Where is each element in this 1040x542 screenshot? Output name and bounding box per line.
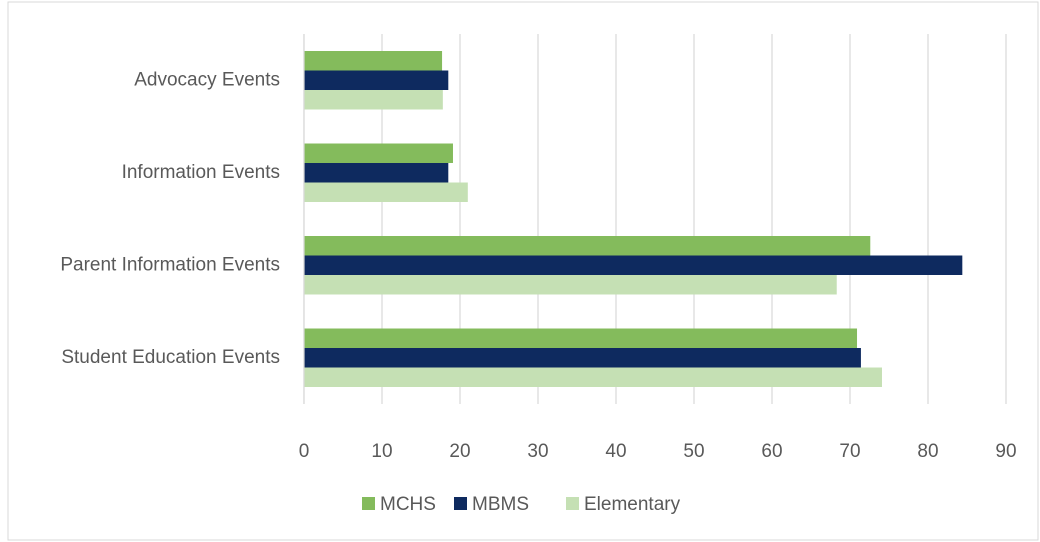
bar [304, 275, 837, 295]
legend-label: MCHS [380, 494, 436, 515]
bar [304, 51, 443, 71]
bar [304, 143, 453, 163]
bar [304, 70, 449, 90]
bar [304, 163, 449, 183]
bar [304, 90, 443, 110]
x-tick-label: 30 [527, 441, 548, 462]
x-tick-label: 50 [683, 441, 704, 462]
bar [304, 182, 468, 202]
x-tick-label: 40 [605, 441, 626, 462]
legend-swatch [454, 497, 467, 510]
bar [304, 328, 858, 348]
bar [304, 367, 882, 387]
x-tick-label: 60 [761, 441, 782, 462]
x-tick-label: 90 [995, 441, 1016, 462]
x-tick-label: 10 [371, 441, 392, 462]
y-tick-label: Advocacy Events [134, 69, 280, 90]
bar [304, 236, 871, 256]
x-tick-label: 0 [299, 441, 310, 462]
x-tick-label: 80 [917, 441, 938, 462]
y-tick-label: Student Education Events [61, 347, 280, 368]
legend-label: Elementary [584, 494, 681, 515]
legend-swatch [362, 497, 375, 510]
y-tick-label: Information Events [122, 162, 280, 183]
x-tick-label: 70 [839, 441, 860, 462]
legend-swatch [566, 497, 579, 510]
bar [304, 348, 861, 368]
x-tick-label: 20 [449, 441, 470, 462]
y-tick-label: Parent Information Events [60, 254, 280, 275]
bar [304, 255, 963, 275]
legend-label: MBMS [472, 494, 529, 515]
